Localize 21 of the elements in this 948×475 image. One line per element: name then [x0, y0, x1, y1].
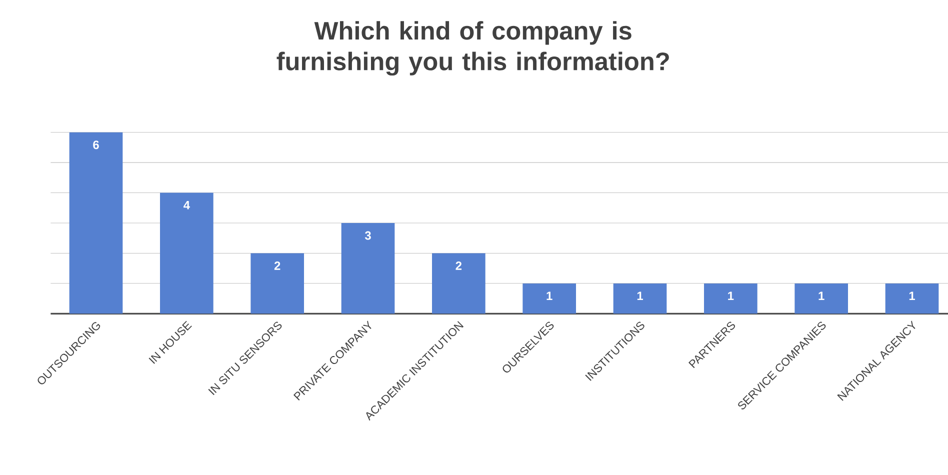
data-label: 2 — [274, 261, 280, 270]
data-label: 1 — [546, 292, 552, 300]
data-label: 1 — [818, 292, 824, 300]
bar — [250, 253, 304, 314]
data-label: 1 — [909, 292, 916, 300]
bar — [885, 283, 939, 314]
chart-title: Which kind of company is furnishing you this information? — [276, 21, 669, 76]
data-label: 2 — [456, 261, 462, 270]
bar — [69, 132, 123, 314]
bar — [794, 283, 848, 314]
bar — [341, 223, 395, 314]
bar — [704, 283, 758, 314]
data-label: 1 — [637, 292, 643, 300]
bar — [522, 283, 576, 314]
data-label: 1 — [728, 292, 734, 300]
data-label: 4 — [184, 201, 190, 210]
data-label: 3 — [364, 231, 371, 240]
bar — [160, 192, 214, 314]
bar — [432, 253, 486, 314]
data-label: 6 — [93, 140, 99, 150]
bar — [613, 283, 667, 314]
